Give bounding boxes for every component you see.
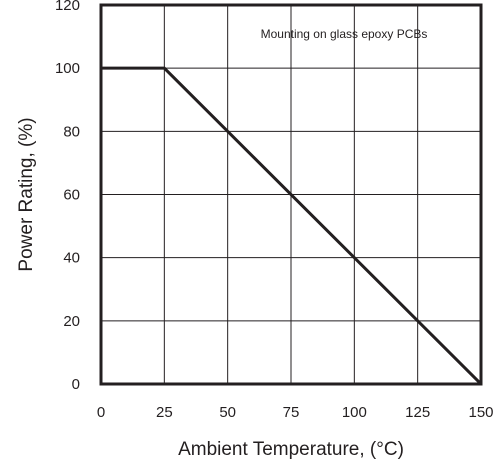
plot-frame [99, 3, 483, 386]
y-tick-label: 20 [63, 313, 80, 330]
y-tick-label: 80 [63, 123, 80, 140]
x-tick-label: 150 [468, 404, 493, 421]
y-axis-label: Power Rating, (%) [16, 117, 37, 271]
y-tick-label: 0 [72, 376, 80, 393]
chart-annotation: Mounting on glass epoxy PCBs [261, 27, 428, 41]
x-tick-label: 75 [283, 404, 300, 421]
y-tick-labels: 120 100 80 60 40 20 0 [55, 0, 80, 393]
y-tick-label: 60 [63, 187, 80, 204]
x-tick-label: 125 [405, 404, 430, 421]
x-axis-label: Ambient Temperature, (°C) [178, 439, 404, 460]
derating-curve [101, 66, 483, 386]
x-tick-label: 25 [156, 404, 173, 421]
x-tick-labels: 0 25 50 75 100 125 150 [97, 404, 494, 421]
x-tick-label: 100 [342, 404, 367, 421]
y-tick-label: 40 [63, 250, 80, 267]
x-tick-label: 0 [97, 404, 105, 421]
x-tick-label: 50 [219, 404, 236, 421]
y-tick-label: 100 [55, 60, 80, 77]
series-layer [101, 66, 483, 386]
y-tick-label: 120 [55, 0, 80, 14]
